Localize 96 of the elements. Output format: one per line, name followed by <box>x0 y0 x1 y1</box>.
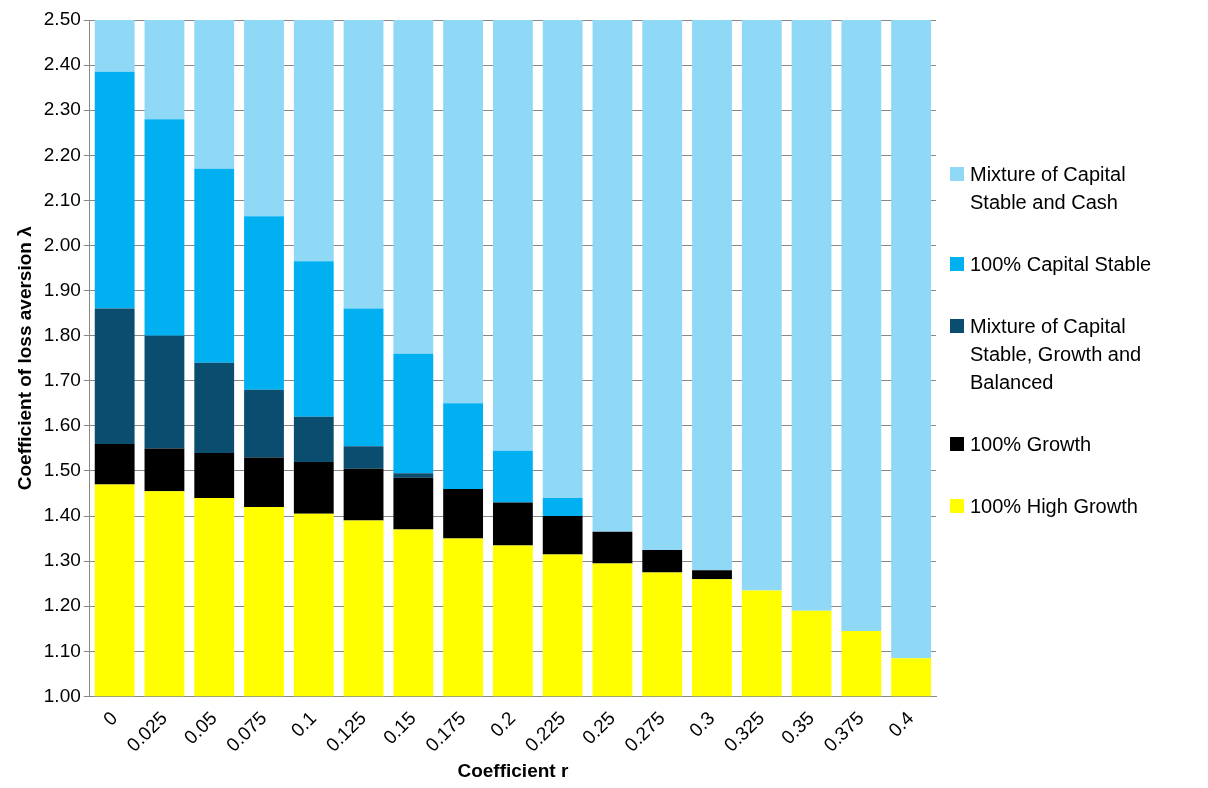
bar <box>741 590 782 697</box>
y-tick-label: 1.30 <box>43 549 81 571</box>
y-axis-title: Coefficient of loss aversion λ <box>13 225 35 491</box>
bar <box>841 631 882 697</box>
bar <box>343 308 384 447</box>
y-tick-label: 1.40 <box>43 504 81 526</box>
bar <box>592 20 633 532</box>
x-tick-label: 0.2 <box>485 707 520 741</box>
bar <box>492 545 533 697</box>
y-tick-label: 2.00 <box>43 233 81 255</box>
bar <box>343 446 384 469</box>
bar <box>393 529 434 697</box>
y-tick-label: 1.70 <box>43 369 81 391</box>
bar <box>293 416 334 462</box>
y-tick-label: 1.90 <box>43 278 81 300</box>
x-tick-label: 0.3 <box>685 707 719 741</box>
x-tick-label: 0.15 <box>378 707 420 749</box>
y-tick-label: 2.50 <box>43 8 81 30</box>
x-tick-label: 0.35 <box>777 707 819 749</box>
bar <box>244 216 284 390</box>
bar <box>642 549 683 573</box>
y-tick-label: 1.50 <box>43 459 81 481</box>
bar <box>393 473 434 478</box>
bar <box>741 20 782 591</box>
bar <box>692 570 732 580</box>
bar <box>443 538 484 697</box>
bar <box>393 353 434 474</box>
y-tick-label: 1.60 <box>43 414 81 436</box>
bar <box>144 20 185 120</box>
y-tick-label: 2.10 <box>43 188 81 210</box>
bar <box>443 20 484 404</box>
bar <box>343 468 384 521</box>
bar <box>542 498 583 517</box>
bar <box>791 20 832 611</box>
bar <box>343 20 384 309</box>
bar <box>94 308 135 444</box>
bar <box>244 457 284 508</box>
bar <box>293 513 334 697</box>
y-tick-label: 1.80 <box>43 323 81 345</box>
bar <box>592 531 633 564</box>
bar <box>244 389 284 458</box>
bar <box>244 20 284 217</box>
bar <box>293 461 334 514</box>
bar <box>791 610 832 697</box>
legend-label: 100% Growth <box>970 432 1092 457</box>
x-tick-label: 0.4 <box>884 706 918 741</box>
x-tick-label: 0 <box>98 707 122 730</box>
bar <box>393 20 434 354</box>
bar <box>94 20 135 72</box>
bar <box>542 516 583 555</box>
x-axis-title: Coefficient r <box>457 759 569 781</box>
legend-label: 100% High Growth <box>970 494 1138 519</box>
bar <box>244 507 284 697</box>
bar <box>592 563 633 697</box>
bar <box>144 335 185 449</box>
legend-label: Mixture of Capital Stable, Growth and Balanced <box>970 314 1143 395</box>
bar <box>492 450 533 503</box>
x-tick-label: 0.05 <box>179 707 221 749</box>
y-tick-label: 2.30 <box>43 98 81 120</box>
bar <box>94 443 135 485</box>
bar <box>144 491 185 697</box>
bar <box>194 20 235 169</box>
y-tick-label: 2.40 <box>43 53 81 75</box>
y-tick-label: 1.20 <box>43 594 81 616</box>
y-tick-label: 1.00 <box>43 684 81 706</box>
bar <box>492 20 533 451</box>
bar <box>841 20 882 632</box>
bar <box>642 20 683 550</box>
y-tick-label: 1.10 <box>43 639 81 661</box>
bar <box>891 658 932 697</box>
bar <box>443 403 484 490</box>
bar <box>194 498 235 697</box>
bar <box>144 448 185 492</box>
bar <box>692 579 732 697</box>
bar <box>343 520 384 697</box>
bar <box>443 489 484 539</box>
bar <box>692 20 732 571</box>
bar <box>542 20 583 499</box>
bar <box>542 554 583 697</box>
bar <box>293 20 334 262</box>
bar <box>144 119 185 336</box>
legend-label: Mixture of Capital Stable and Cash <box>970 162 1127 215</box>
bar <box>194 362 235 453</box>
y-tick-label: 2.20 <box>43 143 81 165</box>
bar <box>94 484 135 697</box>
bar <box>393 477 434 530</box>
bar <box>891 20 932 659</box>
bar <box>94 71 135 309</box>
legend-label: 100% Capital Stable <box>970 252 1152 277</box>
bar <box>293 261 334 417</box>
x-tick-label: 0.1 <box>286 707 321 741</box>
bar <box>194 168 235 363</box>
x-tick-label: 0.25 <box>577 707 619 749</box>
bar <box>642 572 683 697</box>
bar <box>194 452 235 499</box>
bar <box>492 502 533 546</box>
